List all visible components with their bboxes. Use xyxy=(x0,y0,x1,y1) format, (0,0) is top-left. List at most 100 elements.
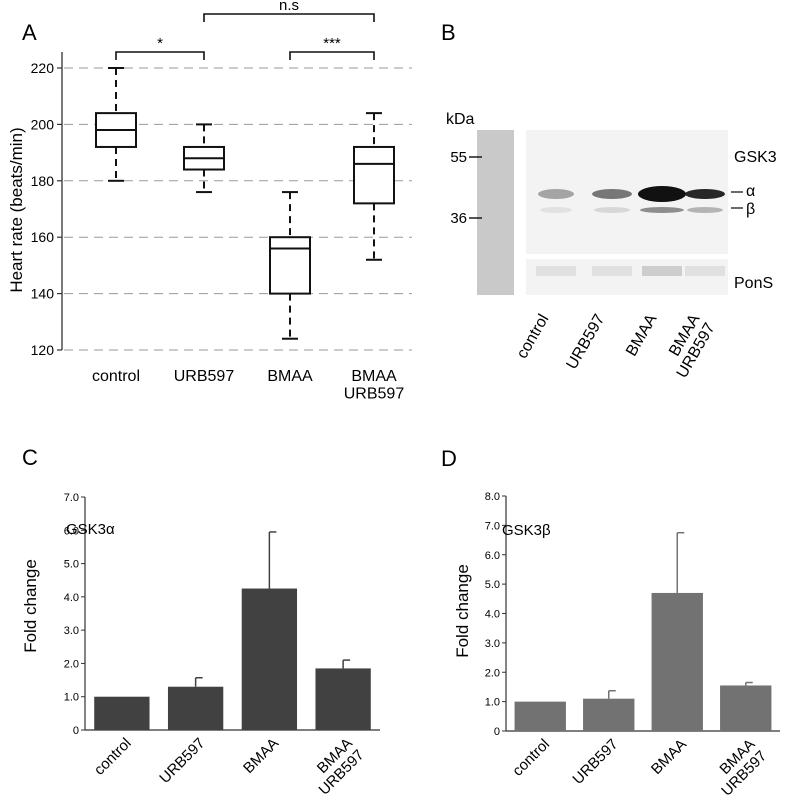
pons-label: PonS xyxy=(734,275,773,292)
lane-label: URB597 xyxy=(563,311,608,372)
y-tick-label: 6.0 xyxy=(64,525,79,537)
category-label-line: BMAA xyxy=(351,368,397,385)
category-label-line: URB597 xyxy=(569,736,621,788)
significance-bracket xyxy=(203,13,375,22)
y-tick-label: 220 xyxy=(31,60,55,76)
heart-rate-y-axis-label: Heart rate (beats/min) xyxy=(7,127,26,292)
y-tick-label: 5.0 xyxy=(485,579,500,591)
y-tick-label: 200 xyxy=(31,116,55,132)
alpha-band xyxy=(592,189,632,199)
category-label: BMAA xyxy=(648,736,690,778)
beta-band xyxy=(540,207,572,213)
category-label: control xyxy=(91,735,135,779)
alpha-band xyxy=(638,186,686,202)
y-tick-label: 120 xyxy=(31,342,55,358)
category-label-line: control xyxy=(91,735,135,779)
pons-band xyxy=(642,266,682,276)
category-label: URB597 xyxy=(174,368,235,385)
y-tick-label: 1.0 xyxy=(64,692,79,704)
category-label: BMAA xyxy=(267,368,313,385)
pons-band xyxy=(685,266,725,276)
y-tick-label: 3.0 xyxy=(64,625,79,637)
bar xyxy=(315,668,371,730)
significance-label: *** xyxy=(323,35,341,52)
y-tick-label: 4.0 xyxy=(485,609,500,621)
gsk3-label: GSK3 xyxy=(734,149,777,166)
pons-band xyxy=(592,266,632,276)
lane-label: BMAAURB597 xyxy=(658,311,718,381)
y-tick-label: 140 xyxy=(31,286,55,302)
bar xyxy=(94,696,150,730)
category-label-line: URB597 xyxy=(174,368,235,385)
alpha-label: α xyxy=(746,183,755,200)
y-tick-label: 6.0 xyxy=(485,550,500,562)
beta-band xyxy=(594,207,630,213)
beta-band xyxy=(640,207,684,213)
pons-membrane xyxy=(526,259,728,295)
panel-label-a: A xyxy=(22,20,37,45)
category-label: BMAAURB597 xyxy=(304,735,368,799)
bar xyxy=(651,592,703,731)
category-label: URB597 xyxy=(569,736,621,788)
gsk3-alpha-title: GSK3α xyxy=(66,521,115,538)
category-label: control xyxy=(509,736,553,780)
lane-label-line: URB597 xyxy=(563,311,608,372)
marker-55-label: 55 xyxy=(450,149,467,166)
beta-band xyxy=(687,207,723,213)
significance-label: * xyxy=(157,35,163,52)
category-label-line: URB597 xyxy=(156,735,208,787)
marker-36-label: 36 xyxy=(450,210,467,227)
box xyxy=(353,145,395,205)
category-label: BMAAURB597 xyxy=(706,736,770,800)
y-tick-label: 5.0 xyxy=(64,559,79,571)
alpha-band xyxy=(538,189,574,199)
box xyxy=(269,236,311,295)
category-label-line: URB597 xyxy=(344,386,405,403)
category-label-line: BMAA xyxy=(648,736,690,778)
category-label-line: control xyxy=(92,368,140,385)
y-tick-label: 0 xyxy=(73,725,79,737)
category-label: BMAA xyxy=(240,735,282,777)
y-tick-label: 7.0 xyxy=(64,492,79,504)
gsk3-alpha-y-axis-label: Fold change xyxy=(21,559,40,653)
ladder-lane xyxy=(477,130,514,295)
significance-bracket xyxy=(115,51,205,60)
pons-band xyxy=(536,266,576,276)
y-tick-label: 8.0 xyxy=(485,491,500,503)
y-tick-label: 1.0 xyxy=(485,697,500,709)
category-label-line: control xyxy=(509,736,553,780)
bar xyxy=(583,698,635,731)
kda-label: kDa xyxy=(446,111,475,128)
lane-label: control xyxy=(514,312,553,362)
lane-label-line: BMAA xyxy=(623,311,661,359)
significance-bracket xyxy=(289,51,375,60)
significance-label: n.s xyxy=(279,0,299,14)
category-label: URB597 xyxy=(156,735,208,787)
y-tick-label: 3.0 xyxy=(485,638,500,650)
category-label-line: BMAA xyxy=(267,368,313,385)
bar xyxy=(514,701,566,731)
y-tick-label: 0 xyxy=(494,726,500,738)
category-label: control xyxy=(92,368,140,385)
alpha-band xyxy=(685,189,725,199)
bar xyxy=(167,686,224,730)
panel-label-d: D xyxy=(441,446,457,471)
y-tick-label: 2.0 xyxy=(485,667,500,679)
panel-label-c: C xyxy=(22,445,38,470)
y-tick-label: 2.0 xyxy=(64,658,79,670)
y-tick-label: 160 xyxy=(31,229,55,245)
y-tick-label: 4.0 xyxy=(64,592,79,604)
beta-label: β xyxy=(746,201,755,218)
gsk3-beta-y-axis-label: Fold change xyxy=(453,564,472,658)
category-label-line: BMAA xyxy=(240,735,282,777)
gsk3-beta-title: GSK3β xyxy=(502,522,551,539)
panel-label-b: B xyxy=(441,20,456,45)
bar xyxy=(241,588,298,730)
lane-label-line: control xyxy=(514,312,553,362)
lane-label: BMAA xyxy=(623,311,661,359)
y-tick-label: 180 xyxy=(31,173,55,189)
bar xyxy=(720,685,772,731)
